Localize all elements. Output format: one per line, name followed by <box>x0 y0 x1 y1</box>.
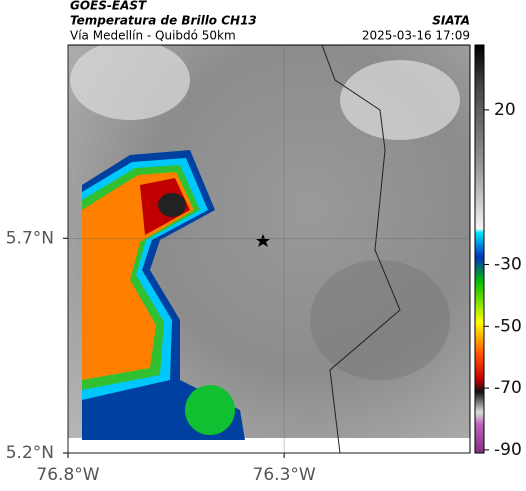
city-marker <box>256 234 270 247</box>
y-tick-label: 5.2°N <box>6 443 54 463</box>
cloud <box>70 45 190 120</box>
source: GOES-EAST <box>70 0 147 13</box>
storm-top <box>158 193 186 217</box>
cloud <box>340 60 460 140</box>
colorbar-label: -70 <box>494 378 522 398</box>
cloud <box>310 260 450 380</box>
brand: SIATA <box>432 14 470 28</box>
colorbar-label: -50 <box>494 316 522 336</box>
title: Temperatura de Brillo CH13 <box>70 14 257 28</box>
storm-orange <box>82 172 194 380</box>
colorbar-label: 20 <box>494 100 516 120</box>
timestamp: 2025-03-16 17:09 <box>362 29 470 43</box>
colorbar <box>474 44 485 454</box>
x-tick-label: 76.3°W <box>253 465 316 485</box>
subtitle: Vía Medellín - Quibdó 50km <box>70 29 236 43</box>
border <box>321 45 401 453</box>
map <box>68 45 470 453</box>
colorbar-label: -90 <box>494 440 522 460</box>
no-data <box>68 438 470 453</box>
x-tick-label: 76.8°W <box>36 465 99 485</box>
colorbar-label: -30 <box>494 254 522 274</box>
y-tick-label: 5.7°N <box>6 228 54 248</box>
storm-south <box>185 385 235 435</box>
